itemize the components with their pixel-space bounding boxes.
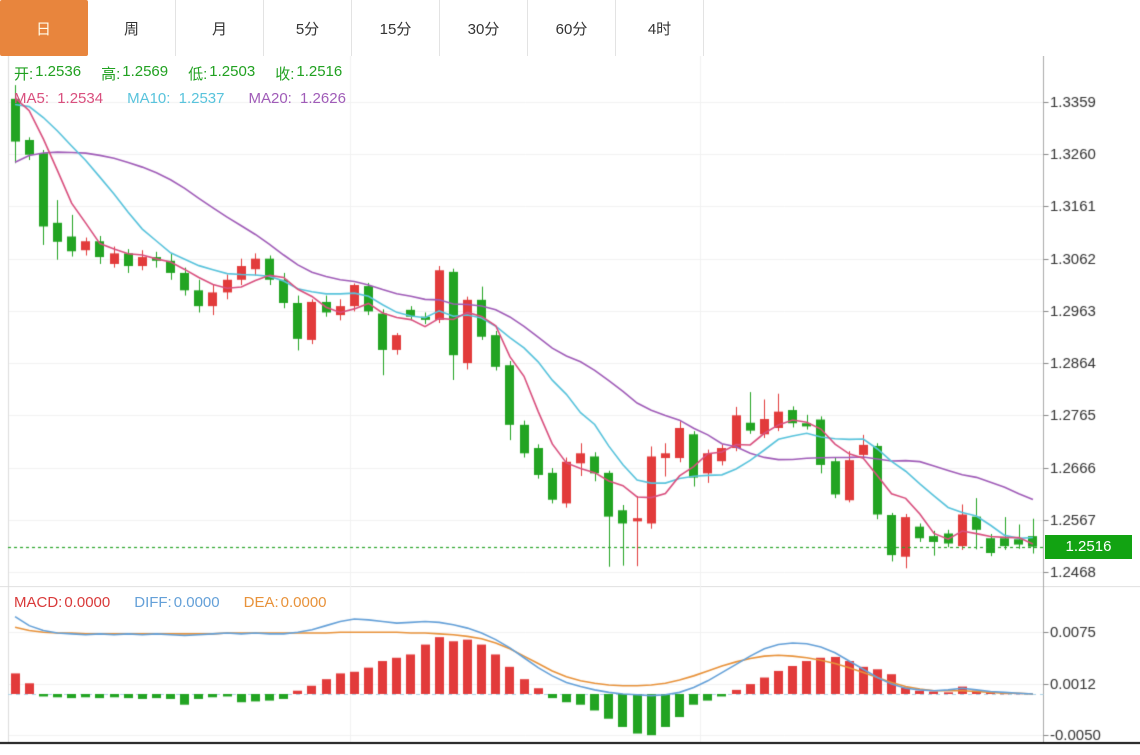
diff-value: 0.0000 [173,594,220,611]
macd-chart-canvas[interactable] [0,586,1140,755]
ohlc-legend: 开: 1.2536 高: 1.2569 低: 1.2503 收: 1.2516 [14,63,342,84]
tab-4hour[interactable]: 4时 [616,0,704,56]
tab-week[interactable]: 周 [88,0,176,56]
tab-month[interactable]: 月 [176,0,264,56]
macd-label: MACD: [14,594,63,611]
high-label: 高: [101,66,121,83]
dea-label: DEA: [243,594,279,611]
ma20-label: MA20: [248,90,292,107]
ma10-label: MA10: [127,90,171,107]
tab-30min[interactable]: 30分 [440,0,528,56]
ma5-value: 1.2534 [57,90,104,107]
ma20-value: 1.2626 [300,90,346,107]
ma-legend: MA5: 1.2534 MA10: 1.2537 MA20: 1.2626 [14,90,346,107]
low-value: 1.2503 [209,63,256,80]
open-label: 开: [14,66,34,83]
diff-label: DIFF: [134,594,172,611]
high-value: 1.2569 [122,63,169,80]
close-value: 1.2516 [296,63,343,80]
tab-day[interactable]: 日 [0,0,88,56]
current-price-badge: 1.2516 [1045,535,1132,559]
low-label: 低: [188,66,208,83]
tab-60min[interactable]: 60分 [528,0,616,56]
dea-value: 0.0000 [280,594,327,611]
macd-legend: MACD: 0.0000 DIFF: 0.0000 DEA: 0.0000 [14,594,327,611]
main-chart-canvas[interactable] [0,56,1140,586]
tab-15min[interactable]: 15分 [352,0,440,56]
open-value: 1.2536 [35,63,82,80]
ma10-value: 1.2537 [178,90,225,107]
timeframe-tabbar: 日 周 月 5分 15分 30分 60分 4时 [0,0,1140,57]
ma5-label: MA5: [14,90,50,107]
macd-value: 0.0000 [64,594,111,611]
tab-5min[interactable]: 5分 [264,0,352,56]
close-label: 收: [275,66,295,83]
